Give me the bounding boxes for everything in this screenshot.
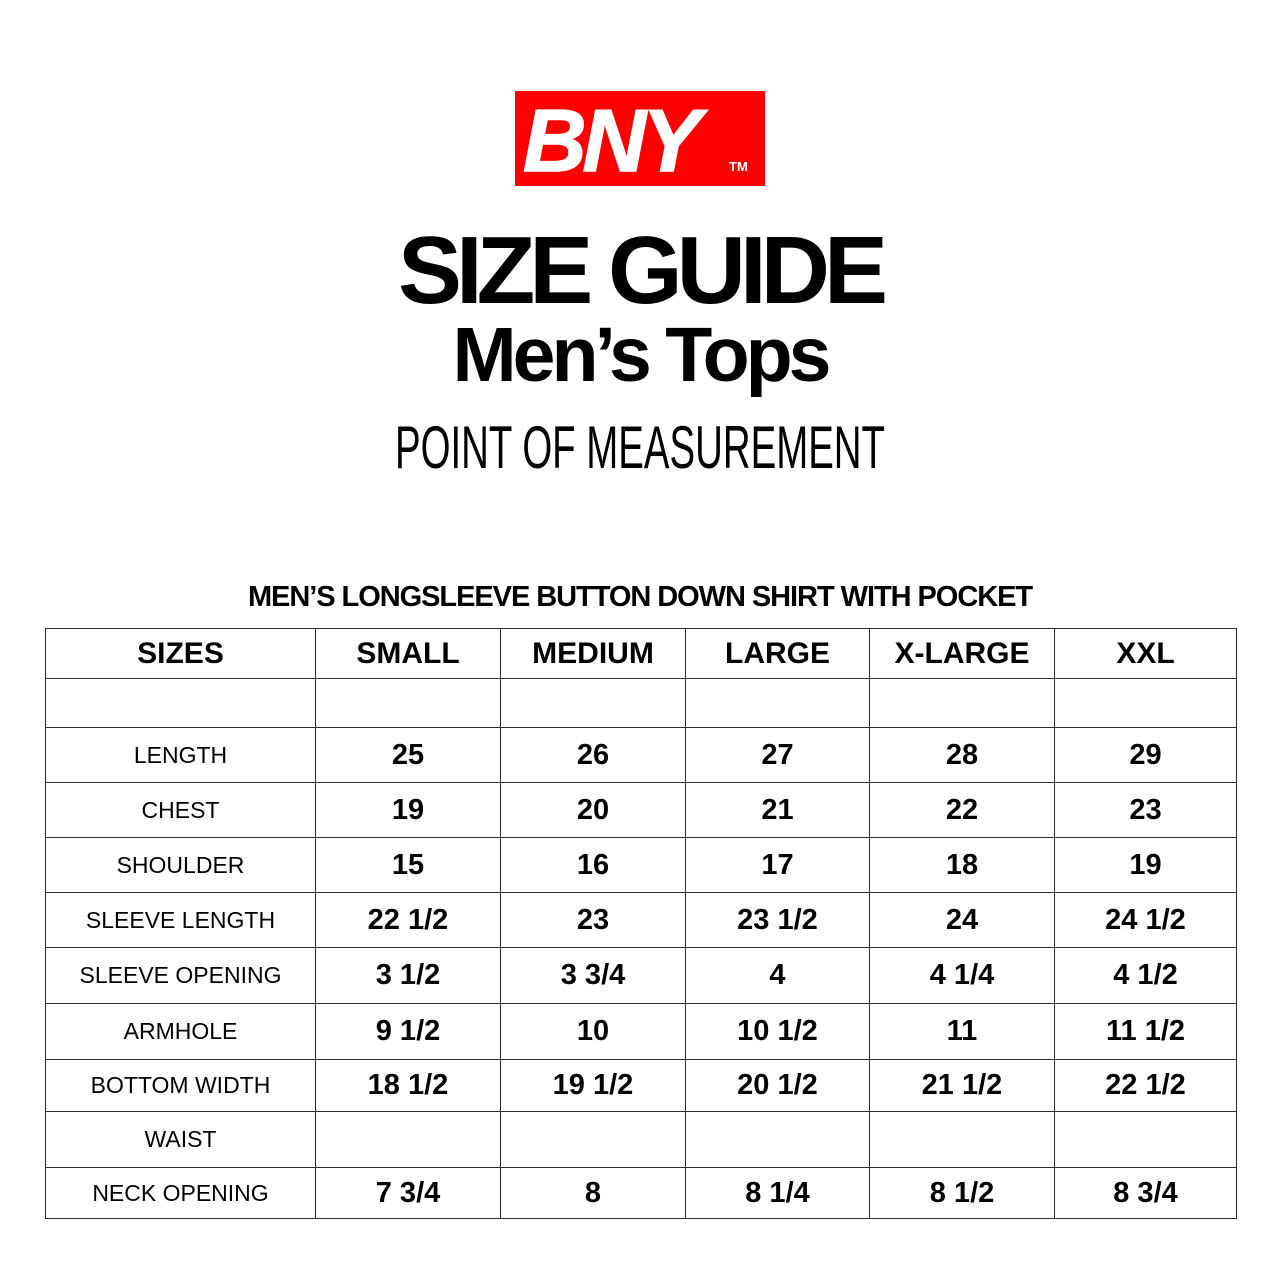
svg-text:TM: TM <box>729 159 748 174</box>
svg-text:BNY: BNY <box>523 91 708 186</box>
